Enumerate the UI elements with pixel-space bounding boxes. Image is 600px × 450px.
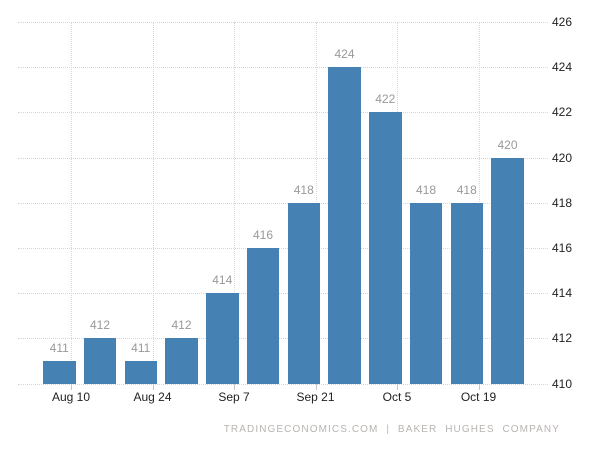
bar[interactable] (165, 338, 198, 384)
h-gridline (18, 22, 548, 23)
x-tick-label: Aug 10 (51, 389, 91, 404)
x-tick-mark (315, 383, 317, 390)
bar[interactable] (491, 157, 524, 384)
bar[interactable] (369, 112, 402, 384)
h-gridline (18, 67, 548, 69)
v-gridline (152, 22, 154, 384)
bar[interactable] (124, 360, 157, 384)
y-tick-label: 414 (552, 286, 573, 301)
y-tick-label: 412 (552, 331, 573, 346)
y-tick-label: 410 (552, 376, 573, 391)
x-tick-mark (234, 383, 235, 390)
h-gridline (18, 338, 548, 340)
bar-value-label: 418 (456, 182, 477, 197)
bar[interactable] (206, 293, 239, 384)
h-gridline (18, 247, 548, 249)
y-tick-label: 426 (552, 15, 573, 29)
y-tick-label: 416 (552, 240, 573, 255)
bar-value-label: 420 (497, 137, 518, 152)
bar-value-label: 411 (49, 340, 69, 355)
x-tick-mark (71, 383, 72, 390)
h-gridline (18, 157, 548, 159)
bar-value-label: 412 (89, 318, 111, 333)
h-gridline (18, 112, 548, 114)
x-tick-mark (478, 383, 480, 390)
bar[interactable] (83, 338, 117, 384)
x-tick-label: Aug 24 (133, 389, 172, 404)
x-tick-label: Sep 7 (218, 389, 250, 404)
x-tick-label: Oct 5 (382, 389, 412, 404)
bar-value-label: 418 (293, 182, 314, 197)
v-gridline (234, 22, 235, 384)
bar-value-label: 418 (415, 182, 437, 197)
bar-value-label: 422 (375, 92, 396, 107)
y-tick-label: 422 (552, 105, 573, 120)
bar[interactable] (246, 247, 280, 384)
h-gridline (18, 383, 548, 385)
h-gridline (18, 293, 548, 295)
bar-value-label: 412 (171, 318, 192, 333)
bar-value-label: 414 (212, 273, 233, 288)
bar[interactable] (43, 360, 76, 384)
x-tick-mark (152, 383, 154, 390)
y-tick-label: 424 (552, 60, 573, 75)
x-tick-label: Sep 21 (296, 389, 335, 404)
bar-value-label: 416 (252, 227, 274, 242)
x-tick-mark (397, 383, 398, 390)
y-tick-label: 418 (552, 195, 573, 210)
y-tick-label: 420 (552, 150, 573, 165)
bar-value-label: 424 (334, 47, 355, 62)
h-gridline (18, 202, 548, 204)
bar[interactable] (287, 202, 320, 384)
attribution-text: TRADINGECONOMICS.COM | BAKER HUGHES COMP… (223, 424, 560, 435)
x-tick-label: Oct 19 (460, 389, 497, 404)
bar[interactable] (450, 202, 483, 384)
bar-value-label: 411 (131, 340, 151, 355)
bar[interactable] (328, 67, 361, 384)
v-gridline (71, 22, 72, 384)
bar[interactable] (409, 202, 443, 384)
